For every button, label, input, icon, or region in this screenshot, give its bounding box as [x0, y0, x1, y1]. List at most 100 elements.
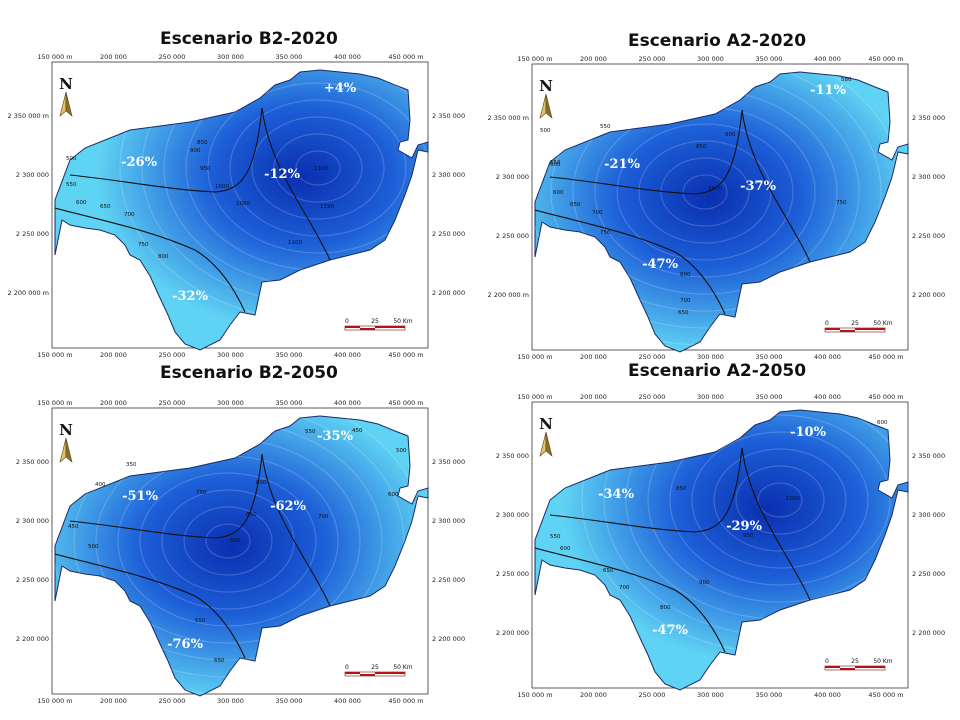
- contour-value-label: 850: [246, 512, 257, 518]
- y-tick-label-left: 2 300 000: [496, 173, 529, 181]
- svg-text:N: N: [539, 415, 553, 433]
- north-arrow-icon: N: [539, 415, 553, 457]
- y-tick-label-right: 2 350 000: [912, 452, 945, 460]
- contour-value-label: 800: [660, 605, 671, 611]
- x-tick-label-bottom: 200 000: [100, 697, 127, 705]
- y-tick-label-left: 2 200 000 m: [8, 289, 49, 297]
- region-boundary-line: [261, 453, 331, 607]
- peninsula-shape: [534, 409, 909, 691]
- scale-label: 0: [345, 664, 349, 671]
- contour-value-label: 500: [396, 448, 407, 454]
- map-panel-a2-2020: 150 000 m 150 000 m 200 000 200 000 250 000 2…: [480, 52, 960, 362]
- x-tick-label-top: 250 000: [159, 53, 186, 61]
- scale-bar: 0 25 50 Km: [344, 318, 413, 331]
- x-tick-label-bottom: 300 000: [697, 353, 724, 361]
- percent-change-label: -32%: [172, 289, 208, 304]
- x-tick-label-top: 400 000: [814, 393, 841, 401]
- contour-value-label: 500: [88, 544, 99, 550]
- x-tick-label-bottom: 350 000: [276, 351, 303, 359]
- x-tick-label-bottom: 200 000: [580, 691, 607, 699]
- contour-value-label: 450: [68, 524, 79, 530]
- x-tick-label-bottom: 250 000: [639, 353, 666, 361]
- contour-line: [205, 523, 251, 559]
- svg-text:N: N: [539, 77, 553, 95]
- contour-map-svg: 150 000 m 150 000 m 200 000 200 000 250 000 2…: [488, 55, 946, 361]
- contour-value-label: 700: [680, 298, 691, 304]
- x-tick-label-top: 400 000: [814, 55, 841, 63]
- contour-value-label: 550: [305, 429, 316, 435]
- x-tick-label-bottom: 350 000: [276, 697, 303, 705]
- region-boundary-line: [261, 107, 331, 261]
- x-tick-label-bottom: 300 000: [217, 351, 244, 359]
- percent-change-label: -12%: [264, 167, 300, 182]
- x-tick-label-top: 150 000 m: [37, 399, 72, 407]
- contour-value-label: 700: [124, 212, 135, 218]
- contour-value-label: 950: [200, 166, 211, 172]
- region-boundary-line: [549, 447, 743, 533]
- x-tick-label-top: 450 000 m: [868, 55, 903, 63]
- x-tick-label-top: 400 000: [334, 53, 361, 61]
- panel-title-a2-2020: Escenario A2-2020: [628, 31, 807, 51]
- map-panel-b2-2050: 150 000 m 150 000 m 200 000 200 000 250 000 2…: [0, 396, 480, 706]
- contour-value-label: 700: [619, 585, 630, 591]
- percent-change-label: -34%: [598, 487, 634, 502]
- north-arrow-icon: N: [59, 421, 73, 463]
- x-tick-label-top: 300 000: [217, 399, 244, 407]
- percent-change-label: +4%: [324, 81, 357, 96]
- y-tick-label-left: 2 250 000: [16, 576, 49, 584]
- x-tick-label-top: 250 000: [639, 55, 666, 63]
- y-tick-label-left: 2 200 000 m: [488, 291, 529, 299]
- x-tick-label-top: 150 000 m: [517, 393, 552, 401]
- x-tick-label-bottom: 450 000 m: [388, 351, 423, 359]
- contour-value-label: 600: [388, 492, 399, 498]
- y-tick-label-right: 2 200 000: [912, 629, 945, 637]
- contour-line: [273, 133, 363, 203]
- contour-value-label: 550: [550, 160, 561, 166]
- y-tick-label-right: 2 300 000: [912, 511, 945, 519]
- contour-value-label: 900: [190, 148, 201, 154]
- x-tick-label-bottom: 150 000 m: [37, 351, 72, 359]
- scale-label: 50 Km: [393, 664, 412, 671]
- x-tick-label-top: 150 000 m: [37, 53, 72, 61]
- svg-text:N: N: [59, 75, 73, 93]
- contour-line: [207, 82, 428, 254]
- contour-line: [251, 116, 385, 220]
- contour-value-label: 650: [230, 538, 241, 544]
- percent-change-label: -26%: [121, 155, 157, 170]
- y-tick-label-left: 2 350 000: [16, 458, 49, 466]
- panel-title-b2-2020: Escenario B2-2020: [160, 29, 338, 49]
- x-tick-label-bottom: 450 000 m: [388, 697, 423, 705]
- x-tick-label-bottom: 400 000: [814, 353, 841, 361]
- x-tick-label-bottom: 300 000: [217, 697, 244, 705]
- x-tick-label-top: 300 000: [217, 53, 244, 61]
- percent-change-label: -76%: [167, 637, 203, 652]
- contour-value-label: 600: [550, 162, 561, 168]
- region-boundary-line: [741, 109, 811, 263]
- panel-title-b2-2050: Escenario B2-2050: [160, 363, 338, 383]
- map-panel-b2-2020: 150 000 m 150 000 m 200 000 200 000 250 000 2…: [0, 50, 480, 360]
- percent-change-label: -10%: [790, 425, 826, 440]
- scale-label: 25: [371, 318, 379, 325]
- contour-value-label: 550: [550, 534, 561, 540]
- x-tick-label-bottom: 450 000 m: [868, 353, 903, 361]
- x-tick-label-top: 150 000 m: [517, 55, 552, 63]
- percent-change-label: -35%: [317, 429, 353, 444]
- x-tick-label-top: 450 000 m: [388, 53, 423, 61]
- region-boundary-line: [55, 207, 246, 313]
- percent-change-label: -11%: [810, 83, 846, 98]
- x-tick-label-top: 350 000: [756, 393, 783, 401]
- y-tick-label-right: 2 350 000: [912, 114, 945, 122]
- contour-value-label: 1050: [236, 201, 250, 207]
- x-tick-label-top: 300 000: [697, 393, 724, 401]
- y-tick-label-left: 2 250 000: [496, 570, 529, 578]
- x-tick-label-top: 450 000 m: [868, 393, 903, 401]
- scale-label: 25: [851, 320, 859, 327]
- scale-label: 25: [851, 658, 859, 665]
- contour-line: [139, 472, 317, 610]
- contour-value-label: 500: [66, 156, 77, 162]
- scale-label: 50 Km: [873, 320, 892, 327]
- contour-value-label: 450: [352, 428, 363, 434]
- y-tick-label-right: 2 350 000: [432, 458, 465, 466]
- y-tick-label-right: 2 250 000: [432, 230, 465, 238]
- y-tick-label-right: 2 300 000: [432, 171, 465, 179]
